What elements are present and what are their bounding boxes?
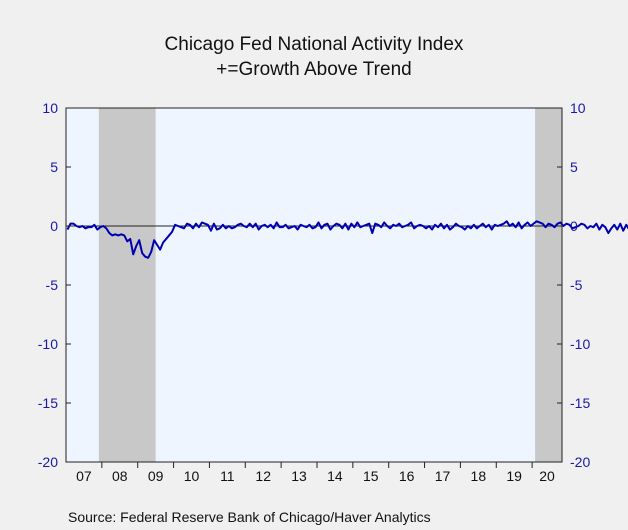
y-tick-label-left: 10 [42,100,58,116]
x-tick-label: 16 [399,468,415,484]
y-tick-label-right: 0 [570,218,578,234]
x-tick-label: 15 [363,468,379,484]
y-tick-label-right: -10 [570,336,590,352]
x-tick-label: 08 [112,468,128,484]
y-tick-label-right: 10 [570,100,586,116]
chart-title: Chicago Fed National Activity Index [165,34,464,55]
y-tick-label-left: -5 [46,277,59,293]
series-line-1 [66,220,628,259]
x-tick-label: 19 [506,468,522,484]
x-tick-label: 11 [220,468,235,484]
y-tick-label-left: 5 [50,159,58,175]
recession-band-1 [98,108,156,462]
y-tick-label-right: -5 [570,277,583,293]
axes: 10 10 5 5 0 0 -5 -5 -10 -10 -15 -15 -20 -20 07 08 09 10 11… [38,100,591,484]
y-tick-label-right: -20 [570,454,590,470]
x-tick-label: 18 [471,468,487,484]
y-tick-label-left: -20 [38,454,58,470]
y-tick-label-left: -10 [38,336,58,352]
y-tick-label-right: 5 [570,159,578,175]
chart-subtitle: +=Growth Above Trend [216,59,411,80]
x-tick-label: 13 [291,468,307,484]
x-tick-label: 14 [327,468,343,484]
plot-area [66,108,628,462]
x-tick-label: 07 [76,468,92,484]
x-tick-label: 20 [539,468,555,484]
source-note: Source: Federal Reserve Bank of Chicago/… [68,509,431,525]
x-tick-label: 12 [255,468,271,484]
y-tick-label-right: -15 [570,395,590,411]
y-tick-label-left: -15 [38,395,58,411]
x-tick-label: 17 [435,468,451,484]
x-tick-label: 10 [184,468,200,484]
x-tick-label: 09 [148,468,164,484]
y-tick-label-left: 0 [50,218,58,234]
